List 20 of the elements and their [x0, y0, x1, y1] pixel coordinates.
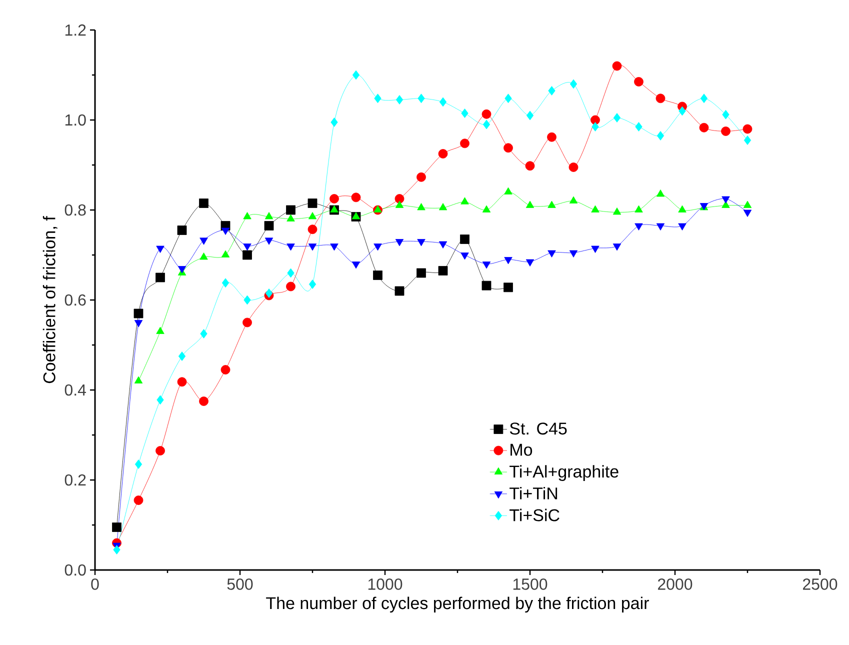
x-axis-title: The number of cycles performed by the friction pair	[266, 596, 649, 613]
x-tick-label: 0	[91, 578, 99, 590]
x-tick-label: 2500	[803, 578, 838, 590]
x-tick-label: 500	[227, 578, 253, 590]
y-tick-label: 0.2	[64, 474, 86, 486]
y-tick-label: 0.6	[64, 294, 86, 306]
legend-label: St. C45	[510, 422, 567, 435]
x-tick-label: 1500	[513, 578, 548, 590]
x-tick-label: 1000	[368, 578, 402, 590]
y-tick-label: 0.0	[64, 564, 86, 576]
legend-label: Mo	[510, 444, 532, 456]
x-tick-label: 2000	[658, 578, 692, 590]
y-tick-label: 0.4	[64, 384, 86, 396]
y-tick-label: 1.0	[65, 114, 86, 126]
legend-label: Ti+SiC	[510, 508, 560, 522]
legend-label: Ti+Al+graphite	[510, 465, 618, 481]
y-axis-title: Coefficient of friction, f	[42, 216, 58, 384]
legend-label: Ti+TiN	[510, 486, 558, 500]
y-tick-label: 1.2	[65, 24, 86, 36]
y-tick-label: 0.8	[64, 204, 86, 216]
